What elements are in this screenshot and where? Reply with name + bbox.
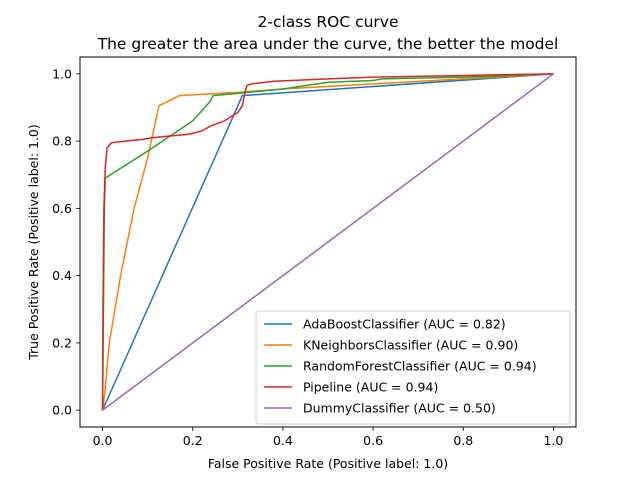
legend-entry: KNeighborsClassifier (AUC = 0.90): [303, 338, 518, 353]
x-tick-label: 0.2: [183, 433, 203, 448]
x-tick-label: 0.8: [453, 433, 473, 448]
series-line-3: [101, 73, 554, 411]
y-tick-label: 0.8: [52, 134, 72, 149]
x-axis-label: False Positive Rate (Positive label: 1.0…: [208, 456, 448, 471]
x-tick-label: 0.6: [363, 433, 383, 448]
y-tick-label: 0.2: [52, 335, 72, 350]
series-line-0: [101, 73, 554, 411]
x-tick-label: 0.4: [273, 433, 293, 448]
legend-entry: Pipeline (AUC = 0.94): [303, 380, 438, 395]
legend: AdaBoostClassifier (AUC = 0.82) KNeighbor…: [255, 310, 571, 425]
plot-lines: [101, 73, 554, 411]
legend-entry: DummyClassifier (AUC = 0.50): [303, 401, 496, 416]
y-tick-label: 0.6: [52, 201, 72, 216]
y-axis-ticks: 0.0 0.2 0.4 0.6 0.8 1.0: [52, 66, 80, 418]
x-tick-label: 0.0: [93, 433, 113, 448]
chart-subtitle: The greater the area under the curve, th…: [97, 35, 559, 53]
x-tick-label: 1.0: [544, 433, 564, 448]
chart-title: 2-class ROC curve: [257, 13, 398, 31]
plot-frame: [79, 56, 577, 428]
y-tick-label: 0.4: [52, 268, 72, 283]
series-line-4: [102, 73, 554, 411]
series-line-1: [101, 73, 554, 411]
legend-box: [255, 310, 571, 425]
x-axis-ticks: 0.0 0.2 0.4 0.6 0.8 1.0: [93, 427, 564, 448]
y-tick-label: 1.0: [52, 66, 72, 81]
legend-entry: RandomForestClassifier (AUC = 0.94): [303, 359, 537, 374]
legend-entry: AdaBoostClassifier (AUC = 0.82): [303, 317, 506, 332]
y-axis-label: True Positive Rate (Positive label: 1.0): [26, 124, 41, 361]
y-tick-label: 0.0: [52, 403, 72, 418]
